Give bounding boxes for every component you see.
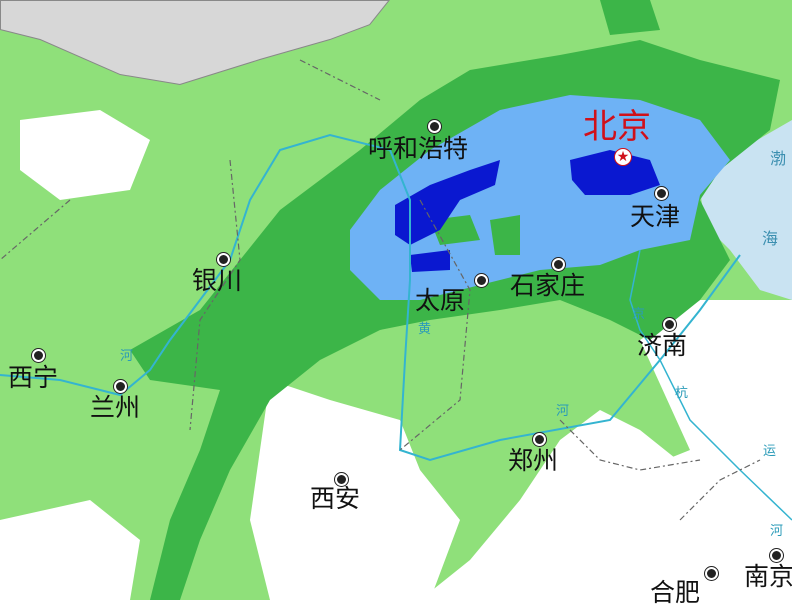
city-label-jinan: 济南 [637, 331, 688, 360]
city-dot [552, 258, 565, 271]
city-dot [428, 120, 441, 133]
moderate-rain-area [600, 0, 660, 35]
city-dot [114, 380, 127, 393]
city-label-lanzhou: 兰州 [90, 393, 141, 422]
no-rain-area [20, 110, 150, 200]
river-label: 杭 [675, 386, 689, 401]
city-dot [770, 549, 783, 562]
city-dot [533, 433, 546, 446]
no-rain-area [620, 300, 792, 600]
sea-label: 渤 [770, 149, 787, 168]
city-label-xining: 西宁 [8, 363, 59, 392]
river-label: 河 [120, 349, 134, 364]
city-dot [32, 349, 45, 362]
moderate-rain-area [490, 215, 520, 255]
river-label: 京 [632, 307, 646, 322]
city-label-zhengzhou: 郑州 [508, 446, 559, 475]
sea-label: 海 [762, 229, 779, 248]
bohai-sea [700, 120, 792, 300]
city-label-hefei: 合肥 [650, 578, 701, 607]
star-icon: ★ [614, 148, 632, 166]
river-label: 运 [763, 444, 777, 459]
city-label-xian: 西安 [310, 484, 361, 513]
city-dot [475, 274, 488, 287]
city-dot [655, 187, 668, 200]
river-label: 河 [770, 524, 784, 539]
grand-canal [629, 249, 792, 521]
yellow-river [0, 133, 741, 462]
storm-area [570, 150, 660, 195]
capital-label: 北京 [583, 107, 651, 147]
city-dot [705, 567, 718, 580]
storm-area [395, 160, 500, 245]
city-label-shijiazhuang: 石家庄 [510, 271, 586, 300]
no-rain-area [0, 500, 140, 600]
city-label-nanjing: 南京 [744, 562, 792, 591]
city-label-yinchuan: 银川 [192, 266, 243, 295]
province-border [0, 59, 761, 521]
city-dot [217, 253, 230, 266]
city-dot [663, 318, 676, 331]
city-label-hohhot: 呼和浩特 [368, 134, 469, 163]
city-label-tianjin: 天津 [630, 202, 681, 231]
city-dot [335, 473, 348, 486]
storm-area [410, 250, 450, 272]
city-label-taiyuan: 太原 [415, 286, 466, 315]
river-label: 黄 [418, 322, 432, 337]
no-rain-area [250, 380, 460, 600]
heavy-rain-area [350, 95, 730, 300]
river-label: 河 [556, 404, 570, 419]
